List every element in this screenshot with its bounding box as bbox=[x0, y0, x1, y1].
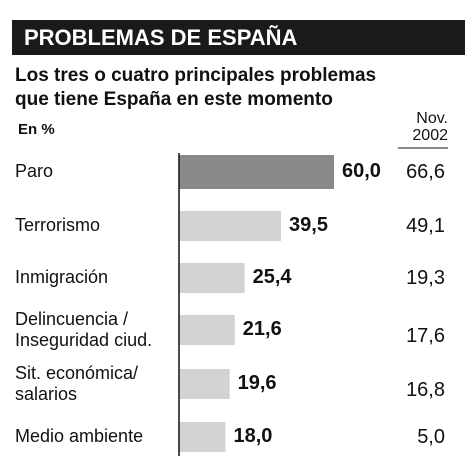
comparison-value: 19,3 bbox=[406, 267, 445, 289]
bar bbox=[179, 263, 245, 293]
value-label: 39,5 bbox=[289, 214, 328, 236]
comparison-value: 49,1 bbox=[406, 215, 445, 237]
value-label: 21,6 bbox=[242, 318, 282, 340]
category-label: Terrorismo bbox=[15, 215, 101, 235]
value-label: 18,0 bbox=[233, 425, 273, 447]
comparison-value: 66,6 bbox=[406, 161, 445, 183]
category-label: Medio ambiente bbox=[15, 426, 144, 446]
value-label: 25,4 bbox=[252, 266, 292, 288]
comparison-value: 5,0 bbox=[417, 426, 445, 448]
comparison-header: Nov. 2002 bbox=[412, 110, 448, 144]
bar bbox=[179, 369, 230, 399]
comparison-value: 17,6 bbox=[406, 325, 445, 347]
bar bbox=[179, 422, 226, 452]
chart-title: PROBLEMAS DE ESPAÑA bbox=[12, 20, 465, 55]
category-label: Inmigración bbox=[15, 267, 109, 287]
category-label: Delincuencia / Inseguridad ciud. bbox=[15, 309, 153, 350]
category-label: Paro bbox=[15, 161, 54, 181]
unit-label: En % bbox=[18, 121, 55, 138]
comparison-value: 16,8 bbox=[406, 379, 445, 401]
bar bbox=[179, 315, 235, 345]
value-label: 19,6 bbox=[237, 372, 277, 394]
subtitle: Los tres o cuatro principales problemas … bbox=[15, 65, 377, 110]
bar bbox=[179, 211, 282, 241]
category-label: Sit. económica/ salarios bbox=[15, 363, 139, 404]
bar bbox=[179, 155, 334, 189]
value-label: 60,0 bbox=[342, 160, 381, 182]
